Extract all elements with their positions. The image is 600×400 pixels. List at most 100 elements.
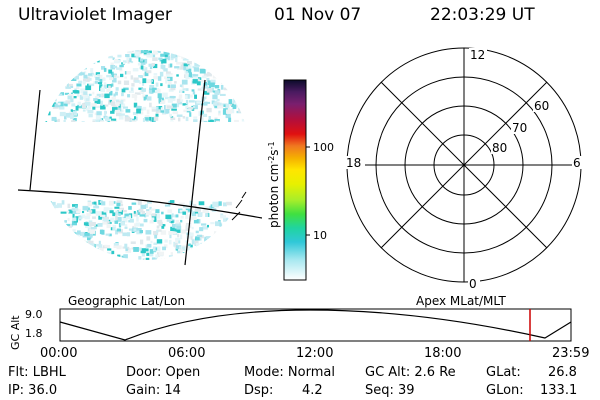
speckle-pixel bbox=[201, 266, 204, 270]
speckle-pixel bbox=[83, 242, 89, 247]
speckle-pixel bbox=[96, 93, 101, 98]
speckle-pixel bbox=[188, 100, 195, 103]
speckle-pixel bbox=[127, 60, 130, 64]
speckle-pixel bbox=[73, 96, 77, 99]
speckle-pixel bbox=[42, 60, 49, 65]
speckle-pixel bbox=[70, 85, 74, 88]
speckle-pixel bbox=[82, 275, 86, 280]
speckle-pixel bbox=[40, 101, 42, 105]
date-label: 01 Nov 07 bbox=[274, 5, 362, 25]
speckle-pixel bbox=[185, 106, 188, 109]
speckle-pixel bbox=[183, 50, 188, 53]
speckle-pixel bbox=[189, 265, 194, 269]
speckle-pixel bbox=[242, 231, 249, 235]
speckle-pixel bbox=[225, 60, 229, 64]
speckle-pixel bbox=[99, 229, 104, 235]
speckle-pixel bbox=[148, 267, 151, 270]
speckle-pixel bbox=[108, 200, 114, 206]
speckle-pixel bbox=[88, 57, 94, 61]
speckle-pixel bbox=[87, 236, 91, 241]
speckle-pixel bbox=[190, 256, 195, 259]
speckle-pixel bbox=[144, 213, 147, 218]
speckle-pixel bbox=[75, 205, 78, 210]
speckle-pixel bbox=[242, 270, 248, 273]
status-seq: Seq: 39 bbox=[365, 383, 415, 398]
speckle-pixel bbox=[237, 70, 243, 73]
speckle-pixel bbox=[76, 83, 82, 87]
speckle-pixel bbox=[82, 234, 88, 238]
speckle-pixel bbox=[101, 211, 107, 215]
speckle-pixel bbox=[110, 73, 117, 79]
speckle-pixel bbox=[61, 80, 67, 86]
speckle-pixel bbox=[42, 54, 46, 59]
speckle-pixel bbox=[142, 67, 148, 72]
speckle-pixel bbox=[99, 265, 102, 268]
speckle-pixel bbox=[103, 209, 108, 213]
speckle-pixel bbox=[166, 216, 173, 222]
speckle-pixel bbox=[123, 254, 128, 259]
speckle-pixel bbox=[42, 264, 44, 267]
speckle-pixel bbox=[166, 71, 171, 74]
speckle-pixel bbox=[220, 259, 223, 260]
speckle-pixel bbox=[176, 61, 182, 65]
speckle-pixel bbox=[171, 257, 174, 260]
speckle-pixel bbox=[145, 257, 150, 260]
speckle-pixel bbox=[40, 218, 44, 224]
speckle-pixel bbox=[98, 200, 102, 205]
speckle-pixel bbox=[157, 76, 162, 81]
speckle-pixel bbox=[57, 60, 63, 65]
speckle-pixel bbox=[140, 50, 144, 54]
speckle-pixel bbox=[172, 224, 176, 228]
speckle-pixel bbox=[62, 272, 67, 274]
speckle-pixel bbox=[196, 101, 202, 104]
speckle-pixel bbox=[107, 257, 112, 260]
speckle-pixel bbox=[247, 268, 253, 273]
speckle-pixel bbox=[43, 50, 49, 54]
speckle-pixel bbox=[38, 229, 40, 234]
speckle-pixel bbox=[238, 76, 245, 81]
speckle-pixel bbox=[55, 220, 58, 226]
speckle-pixel bbox=[96, 247, 100, 251]
speckle-pixel bbox=[133, 102, 138, 108]
speckle-pixel bbox=[146, 53, 152, 58]
speckle-pixel bbox=[242, 83, 248, 87]
speckle-pixel bbox=[80, 60, 86, 65]
speckle-pixel bbox=[178, 246, 181, 250]
speckle-pixel bbox=[80, 273, 86, 275]
speckle-pixel bbox=[253, 237, 257, 241]
speckle-pixel bbox=[182, 274, 184, 277]
speckle-pixel bbox=[146, 79, 151, 84]
speckle-pixel bbox=[152, 87, 157, 93]
speckle-pixel bbox=[40, 62, 45, 65]
speckle-pixel bbox=[249, 255, 250, 260]
speckle-pixel bbox=[85, 96, 90, 101]
speckle-pixel bbox=[160, 107, 164, 112]
speckle-pixel bbox=[67, 55, 72, 58]
speckle-pixel bbox=[194, 94, 197, 99]
speckle-pixel bbox=[251, 200, 255, 203]
speckle-pixel bbox=[155, 113, 159, 118]
speckle-pixel bbox=[124, 116, 131, 122]
speckle-pixel bbox=[84, 93, 89, 99]
speckle-pixel bbox=[65, 112, 72, 117]
speckle-pixel bbox=[35, 60, 39, 65]
speckle-pixel bbox=[181, 53, 184, 58]
speckle-pixel bbox=[120, 103, 126, 107]
speckle-pixel bbox=[60, 62, 64, 67]
speckle-pixel bbox=[97, 55, 101, 58]
speckle-pixel bbox=[73, 113, 78, 116]
speckle-pixel bbox=[246, 59, 250, 62]
speckle-pixel bbox=[58, 50, 64, 52]
speckle-pixel bbox=[219, 261, 225, 265]
speckle-pixel bbox=[245, 218, 250, 223]
speckle-pixel bbox=[101, 66, 106, 70]
speckle-pixel bbox=[240, 88, 247, 93]
speckle-pixel bbox=[192, 65, 196, 69]
speckle-pixel bbox=[216, 98, 220, 102]
speckle-pixel bbox=[40, 252, 44, 258]
speckle-pixel bbox=[198, 201, 205, 206]
speckle-pixel bbox=[183, 66, 187, 71]
speckle-pixel bbox=[176, 74, 179, 77]
speckle-pixel bbox=[40, 104, 45, 108]
speckle-pixel bbox=[108, 85, 111, 89]
